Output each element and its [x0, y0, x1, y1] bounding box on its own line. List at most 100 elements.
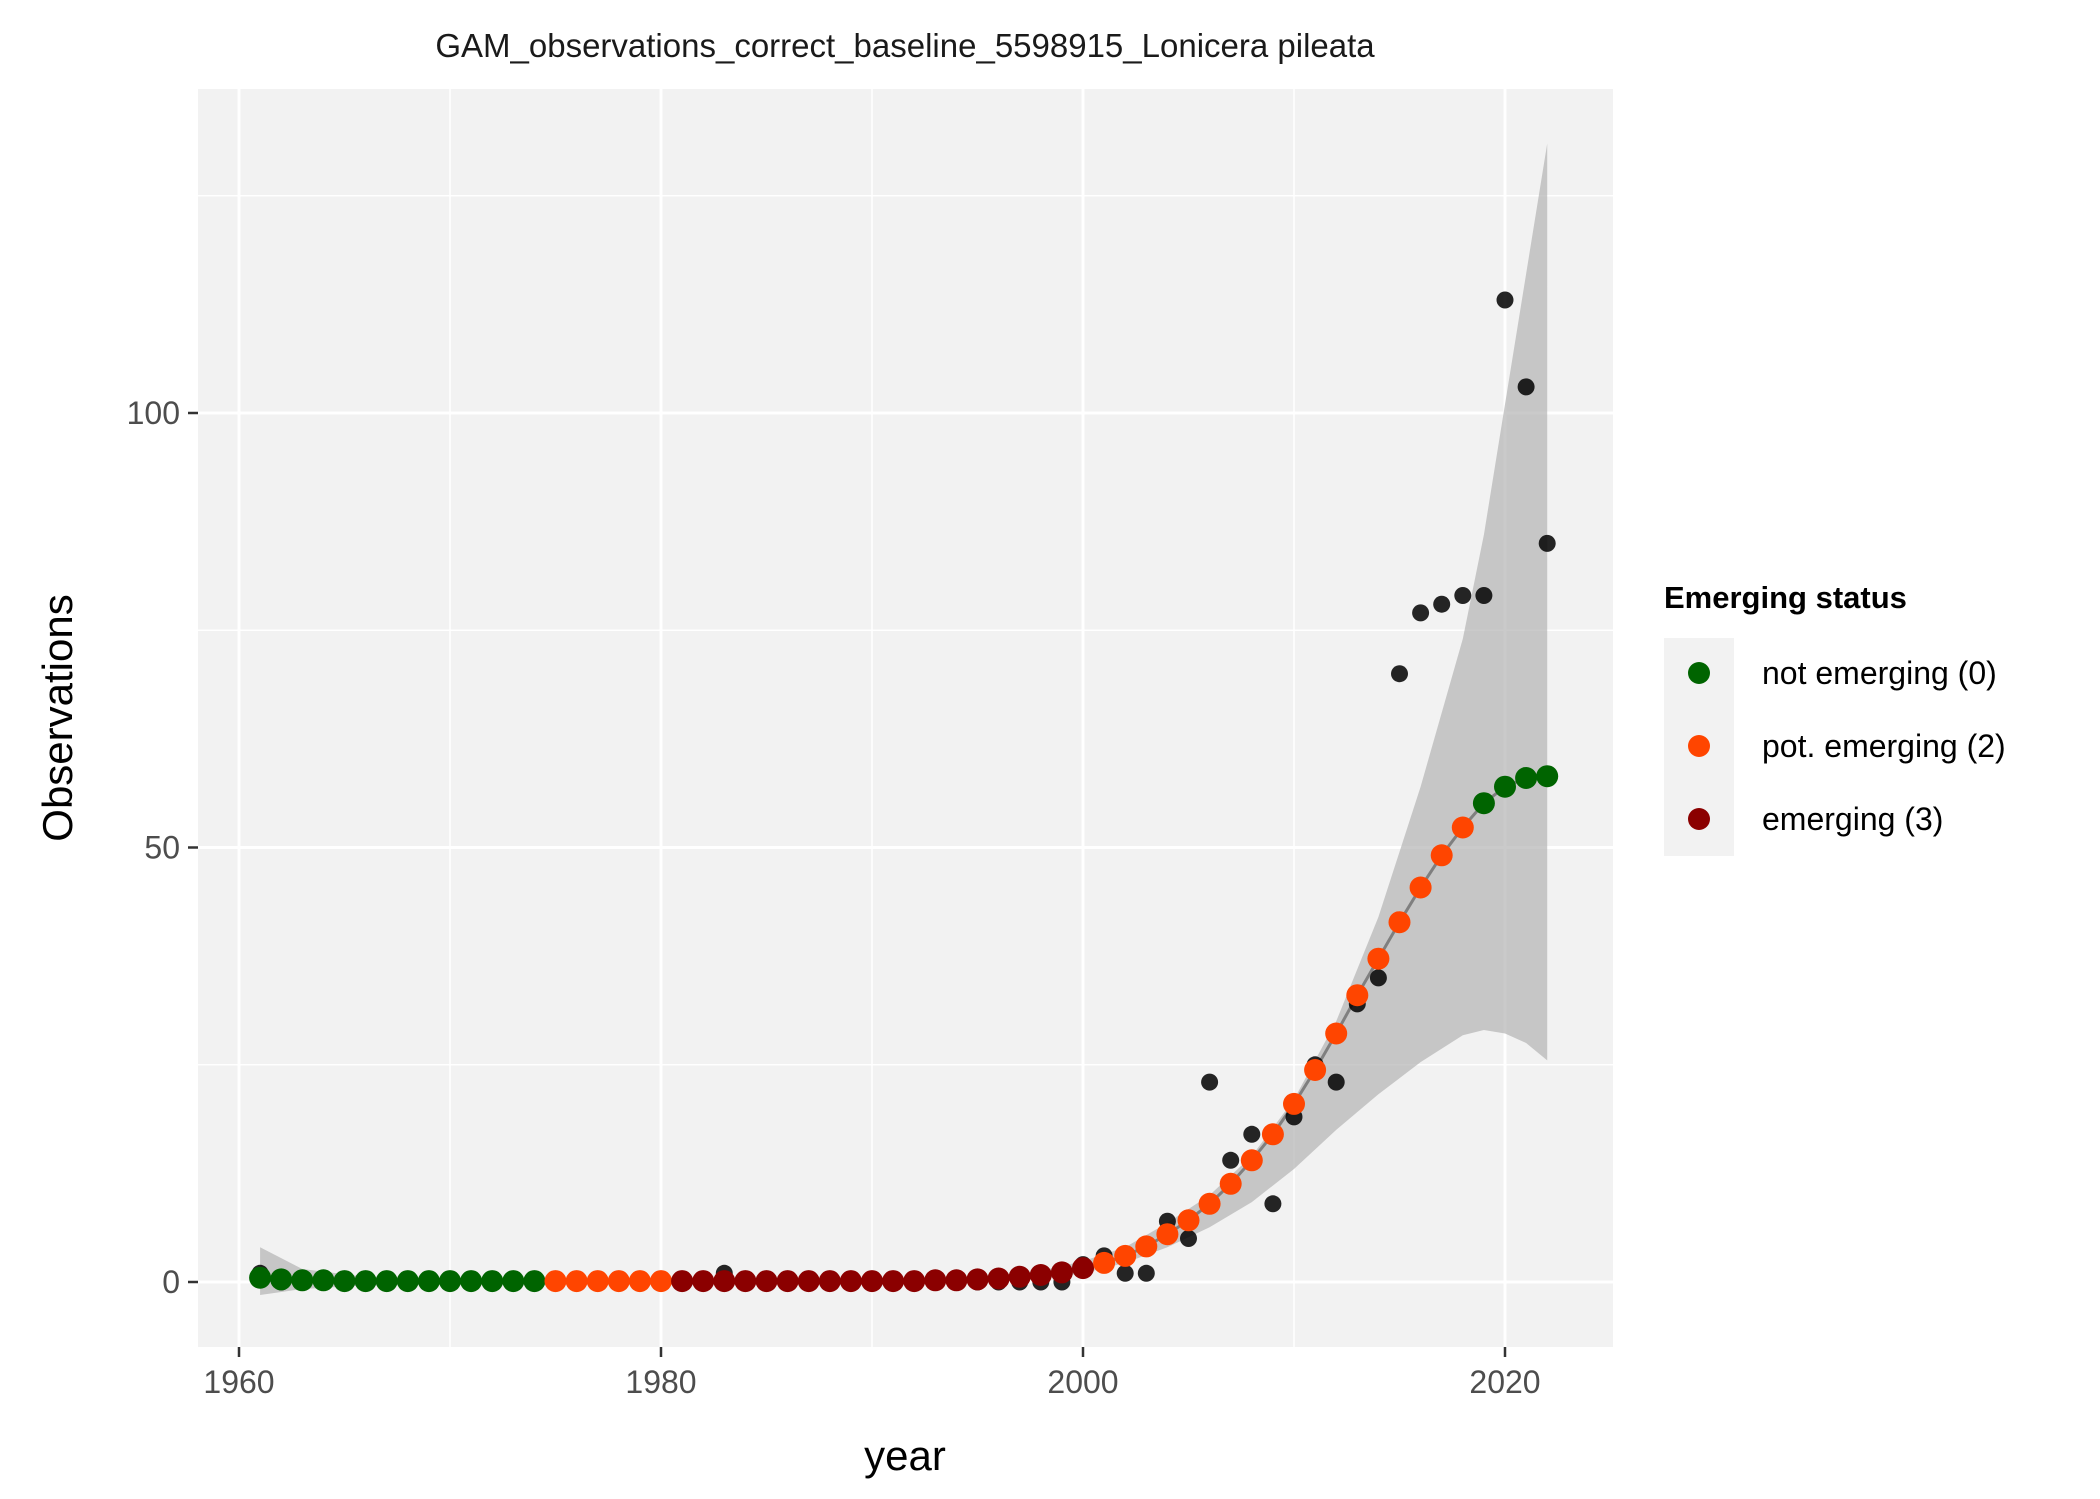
fitted-point: [861, 1270, 883, 1293]
fitted-point: [396, 1270, 419, 1293]
fitted-point: [628, 1270, 651, 1293]
fitted-point: [1515, 767, 1538, 789]
fitted-point: [945, 1269, 968, 1292]
x-axis-title: year: [864, 1432, 946, 1479]
fitted-point: [818, 1270, 841, 1293]
observed-point: [1517, 378, 1535, 396]
fitted-point: [333, 1270, 356, 1293]
x-tick-label: 2020: [1469, 1364, 1540, 1400]
fitted-point: [312, 1269, 335, 1292]
fitted-point: [839, 1270, 862, 1293]
y-tick-label: 50: [144, 830, 180, 866]
fitted-point: [249, 1266, 272, 1289]
fitted-point: [1346, 984, 1369, 1007]
fitted-point: [1451, 816, 1474, 839]
fitted-point: [1388, 911, 1411, 934]
x-tick-label: 2000: [1047, 1364, 1118, 1400]
observed-point: [1327, 1073, 1345, 1091]
fitted-point: [1283, 1092, 1305, 1115]
fitted-point: [734, 1270, 757, 1293]
fitted-point: [1072, 1257, 1094, 1280]
legend-label-2: emerging (3): [1762, 801, 1943, 837]
observed-point: [1369, 969, 1387, 987]
fitted-point: [417, 1270, 440, 1293]
legend-key-0: [1688, 662, 1710, 684]
fitted-point: [882, 1270, 905, 1293]
y-axis: 0 50 100: [127, 395, 198, 1300]
fitted-point: [1198, 1192, 1221, 1215]
fitted-point: [270, 1268, 293, 1291]
fitted-point: [1261, 1123, 1284, 1146]
fitted-point: [502, 1270, 525, 1293]
fitted-point: [776, 1270, 799, 1293]
fitted-point: [713, 1270, 736, 1293]
fitted-point: [1494, 775, 1516, 798]
fitted-point: [544, 1270, 567, 1293]
x-tick-label: 1960: [203, 1364, 274, 1400]
fitted-point: [607, 1270, 630, 1293]
legend-key-2: [1688, 808, 1710, 830]
observed-point: [1412, 604, 1430, 622]
observed-point: [1538, 534, 1556, 552]
chart-title: GAM_observations_correct_baseline_559891…: [435, 27, 1375, 64]
observed-point: [1496, 291, 1514, 309]
observed-point: [1180, 1230, 1197, 1247]
observed-point: [1243, 1125, 1261, 1143]
plot-panel: [198, 89, 1613, 1347]
fitted-point: [903, 1270, 926, 1293]
grid-minor: [198, 89, 1613, 1347]
fitted-point: [1008, 1265, 1031, 1288]
fitted-point: [523, 1270, 546, 1293]
observed-point: [1137, 1264, 1155, 1282]
fitted-point: [1135, 1235, 1158, 1258]
fitted-point: [1304, 1059, 1327, 1081]
fitted-point: [755, 1270, 778, 1293]
fitted-point: [291, 1269, 314, 1292]
fitted-point: [586, 1270, 609, 1293]
fitted-point: [650, 1270, 672, 1293]
legend-entries: not emerging (0) pot. emerging (2) emergin…: [1688, 655, 2006, 837]
legend: Emerging status not emerging (0) pot. eme…: [1664, 580, 2006, 856]
x-axis: 1960 1980 2000 2020: [203, 1347, 1541, 1400]
fitted-point: [1472, 792, 1495, 815]
observed-point: [1475, 587, 1493, 604]
fitted-point: [1177, 1209, 1200, 1232]
observed-point: [1222, 1151, 1240, 1169]
fitted-point: [1050, 1261, 1073, 1284]
observed-point: [1264, 1195, 1282, 1213]
legend-label-1: pot. emerging (2): [1762, 728, 2006, 764]
fitted-point: [797, 1270, 820, 1293]
fitted-point: [1240, 1149, 1263, 1172]
observed-point: [1116, 1264, 1134, 1282]
fitted-point: [987, 1267, 1010, 1290]
fitted-point: [1029, 1264, 1052, 1286]
fitted-point: [1325, 1022, 1348, 1045]
legend-title: Emerging status: [1664, 580, 1907, 615]
fitted-point: [692, 1270, 715, 1293]
observed-point: [1391, 665, 1408, 683]
observed-point: [1454, 587, 1472, 604]
fitted-point: [966, 1268, 989, 1291]
fitted-point: [924, 1269, 947, 1292]
fitted-point: [1367, 947, 1390, 970]
fitted-point: [1219, 1172, 1242, 1195]
fitted-point: [565, 1270, 588, 1293]
fitted-point: [1114, 1244, 1137, 1267]
legend-label-0: not emerging (0): [1762, 655, 1997, 691]
fitted-point: [671, 1270, 694, 1293]
y-tick-label: 0: [162, 1264, 180, 1300]
legend-key-1: [1688, 735, 1710, 757]
fitted-point: [1156, 1223, 1179, 1246]
fitted-point: [1409, 876, 1432, 899]
fitted-point: [460, 1270, 483, 1293]
fitted-point: [481, 1270, 504, 1293]
y-tick-label: 100: [127, 395, 180, 431]
y-axis-title: Observations: [34, 594, 81, 841]
observed-point: [1433, 595, 1451, 613]
fitted-point: [1536, 765, 1559, 788]
fitted-points: [249, 765, 1559, 1293]
fitted-point: [375, 1270, 398, 1293]
x-tick-label: 1980: [625, 1364, 696, 1400]
fitted-point: [1430, 844, 1453, 867]
